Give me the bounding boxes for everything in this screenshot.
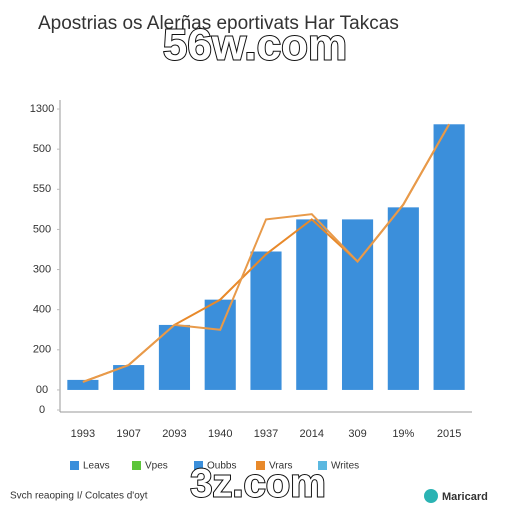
y-tick-label: 200	[33, 344, 51, 356]
legend-label: Vpes	[145, 461, 168, 472]
x-tick-label: 1993	[71, 428, 95, 440]
y-tick-label: 300	[33, 263, 51, 275]
x-tick-label: 1937	[254, 428, 278, 440]
line	[82, 123, 450, 383]
y-tick-label: 00	[36, 384, 48, 396]
x-tick-label: 19%	[392, 428, 414, 440]
bar	[250, 251, 282, 390]
bar	[433, 124, 465, 390]
logo-icon	[424, 489, 438, 503]
chart-title: Apostrias os Alerñas eportivats Har Takc…	[38, 13, 399, 34]
x-tick-label: 2093	[162, 428, 186, 440]
bar	[204, 299, 236, 390]
bar	[341, 219, 374, 390]
x-tick-label: 2015	[437, 428, 461, 440]
logo: Maricard	[442, 491, 488, 503]
bar	[67, 379, 99, 390]
x-tick-label: 309	[348, 428, 366, 440]
watermark: 56w.com	[163, 21, 347, 70]
legend-swatch	[70, 461, 79, 470]
footnote: Svch reaoping I/ Colcates d'oyt	[10, 491, 148, 502]
y-tick-label: 550	[33, 183, 51, 195]
y-tick-label: 500	[33, 223, 51, 235]
y-tick-label: 0	[39, 404, 45, 416]
y-tick-label: 400	[33, 304, 51, 316]
legend-label: Vrars	[269, 461, 293, 472]
legend-swatch	[132, 461, 141, 470]
x-tick-label: 1940	[208, 428, 232, 440]
bar	[296, 219, 328, 390]
legend-swatch	[256, 461, 265, 470]
y-tick-label: 1300	[30, 103, 54, 115]
legend-label: Leavs	[83, 461, 110, 472]
x-tick-label: 2014	[300, 428, 324, 440]
y-tick-label: 500	[33, 143, 51, 155]
watermark: 3z.com	[190, 462, 326, 506]
legend-label: Oubbs	[207, 461, 236, 472]
legend-swatch	[318, 461, 327, 470]
legend-swatch	[194, 461, 203, 470]
legend-label: Writes	[331, 461, 359, 472]
bar	[387, 207, 419, 390]
bar	[158, 324, 191, 390]
x-tick-label: 1907	[116, 428, 140, 440]
